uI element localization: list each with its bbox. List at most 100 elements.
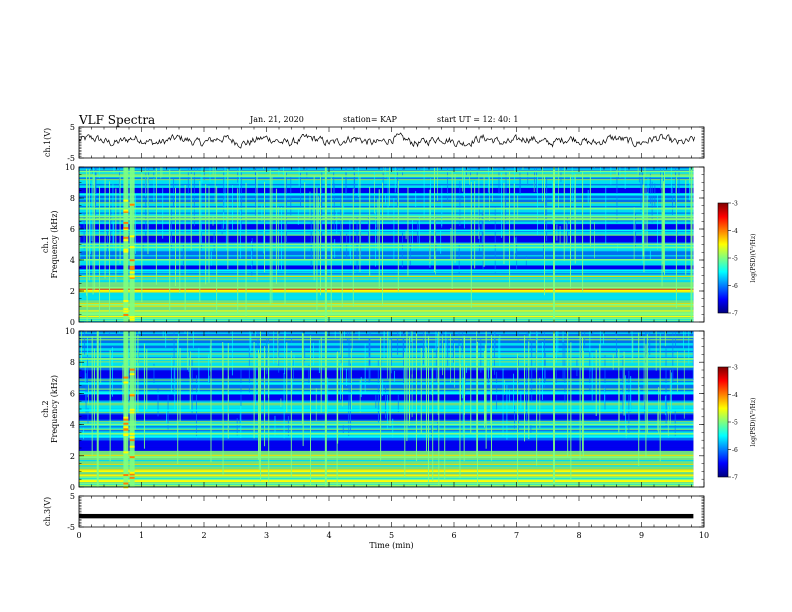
ch2-spectrogram-burst-hotspot	[123, 376, 129, 379]
ch2-spectrogram-streak	[250, 332, 252, 351]
ch2-spectrogram-streak	[667, 406, 669, 438]
ch2-spectrogram-burst-hotspot	[129, 432, 135, 435]
ch2-spectrogram-streak	[508, 389, 510, 403]
ch1-spectrogram-burst-line	[284, 171, 286, 306]
ch2-spectrogram-streak	[209, 345, 211, 362]
y-tick-label: 4	[70, 256, 75, 265]
ch2-spectrogram-streak	[344, 331, 345, 339]
y-tick-label: 0	[70, 318, 75, 327]
ch2-spectrogram-strong-burst	[553, 331, 555, 487]
x-tick-label: 1	[139, 531, 144, 540]
x-tick-label: 3	[264, 531, 269, 540]
ch1-spectrogram-freq-row	[79, 203, 694, 205]
ch2-spectrogram-streak	[84, 361, 86, 383]
ch2-spectrogram-freq-row	[79, 406, 694, 408]
ch1-spectrogram-streak	[91, 182, 93, 242]
ch1-spectrogram-streak	[651, 181, 653, 223]
ch2-spectrogram-streak	[528, 331, 530, 338]
ch2-spectrogram-streak	[369, 334, 370, 365]
ch2-spectrogram-burst-line	[210, 339, 212, 463]
ch2-spectrogram-streak	[684, 331, 686, 336]
ch2-spectrogram-band	[79, 365, 694, 368]
ch2-spectrogram-streak	[436, 333, 438, 347]
ch2-spectrogram-freq-row	[79, 420, 694, 423]
ch2-spectrogram-burst-line	[490, 347, 492, 424]
ch1-spectrogram-streak	[587, 189, 589, 204]
ch1-spectrogram-burst-line	[104, 178, 106, 279]
ch1-spectrogram-band	[79, 286, 694, 289]
ch2-spectrogram-burst-line	[320, 336, 322, 413]
ch1-spectrogram-burst-line	[147, 174, 149, 255]
ch1-spectrogram-streak	[255, 167, 256, 218]
ch1-spectrogram-streak	[405, 231, 407, 240]
ch2-spectrogram-burst-line	[599, 344, 601, 422]
ch2-spectrogram-streak	[350, 363, 351, 431]
ch1-spectrogram-streak	[692, 167, 694, 171]
x-tick-label: 10	[699, 531, 709, 540]
ch2-spectrogram-streak	[612, 354, 614, 370]
ch1-spectrogram-freq-row	[79, 260, 694, 262]
ch3-waveform-panel: 5 -5 ch.3(V)	[43, 492, 705, 532]
ch1-spectrogram-streak	[317, 196, 319, 261]
ch2-spectrogram-band	[79, 432, 694, 435]
ch1-spectrogram-streak	[223, 199, 225, 229]
ch2-spectrogram-streak	[285, 331, 286, 339]
ch1-spectrogram-streak	[237, 167, 239, 183]
ch1-spectrogram-burst-line	[237, 188, 239, 315]
ch2-spectrogram-streak	[254, 331, 256, 338]
ch1-spectrogram-freq-row	[79, 177, 694, 179]
ch1-spectrogram-streak	[336, 211, 338, 234]
ch1-spectrogram-freq-row	[79, 212, 694, 214]
ch2-spectrogram-burst-line	[483, 350, 485, 428]
ch2-spectrogram-lf-band	[79, 477, 694, 479]
ch2-spectrogram-streak	[138, 351, 139, 363]
ch1-spectrogram-freq-row	[79, 191, 694, 194]
ch2-spectrogram-burst-line	[567, 331, 569, 457]
ch2-spectrogram-burst-line	[227, 343, 229, 439]
ch1-spectrogram-freq-row	[79, 283, 694, 285]
ch2-spectrogram-freq-row	[79, 341, 694, 343]
ch2-spectrogram-streak	[447, 334, 449, 370]
ch1-spectrogram-streak	[148, 167, 150, 184]
ch2-spectrogram-burst-line	[134, 331, 136, 430]
ch2-spectrogram-burst-hotspot	[129, 456, 135, 459]
ch1-spectrogram-freq-row	[79, 172, 694, 174]
ch1-spectrogram-burst-line	[513, 183, 515, 261]
ch1-spectrogram-freq-row	[79, 261, 694, 263]
ch1-spectrogram-strong-burst	[553, 167, 555, 322]
ch1-spectrogram-burst-hotspot	[129, 315, 135, 318]
ch1-spectrogram-burst-hotspot	[123, 239, 129, 242]
ch2-spectrogram-panel: 0 2 4 6 8 10 ch.2 Frequency (kHz)	[41, 327, 705, 492]
ch1-spectrogram-freq-row	[79, 275, 694, 278]
ch2-spectrogram-freq-row	[79, 386, 694, 389]
ch1-spectrogram-streak	[428, 240, 430, 262]
ch1-spectrogram-streak	[142, 244, 144, 253]
ch2-spectrogram-freq-row	[79, 462, 694, 464]
ch1-spectrogram-band	[79, 215, 694, 218]
ch2-spectrogram-streak	[520, 391, 522, 409]
ch1-spectrogram-burst-line	[544, 174, 545, 296]
ch2-spectrogram-streak	[397, 392, 399, 413]
ch2-spectrogram-streak	[453, 332, 455, 363]
ch2-spectrogram-streak	[187, 331, 189, 370]
ch2-spectrogram-burst-line	[286, 342, 288, 412]
colorbar-tick-label: -3	[732, 365, 738, 372]
ch2-spectrogram-streak	[683, 331, 684, 349]
ch1-spectrogram-lf-band	[79, 310, 694, 312]
ch2-spectrogram-streak	[643, 337, 645, 406]
ch1-spectrogram-streak	[263, 167, 264, 170]
ch2-spectrogram-burst-line	[189, 351, 191, 410]
ch1-spectrogram-freq-row	[79, 306, 694, 309]
ch1-spectrogram-streak	[494, 207, 496, 273]
ch1-spectrogram-streak	[633, 207, 635, 260]
ch2-spectrogram-streak	[377, 360, 379, 413]
ch1-spectrogram-streak	[437, 167, 438, 201]
ch2-spectrogram-freq-row	[79, 401, 694, 403]
ch1-spectrogram-streak	[377, 199, 379, 250]
ch1-spectrogram-burst-line	[271, 176, 273, 304]
ch1-spectrogram-burst-line	[454, 173, 456, 263]
ch2-spectrogram-freq-row	[79, 485, 694, 488]
ch1-spectrogram-streak	[387, 173, 389, 218]
ch1-spectrogram-burst-line	[483, 176, 485, 267]
ch1-spectrogram-streak	[522, 167, 524, 170]
